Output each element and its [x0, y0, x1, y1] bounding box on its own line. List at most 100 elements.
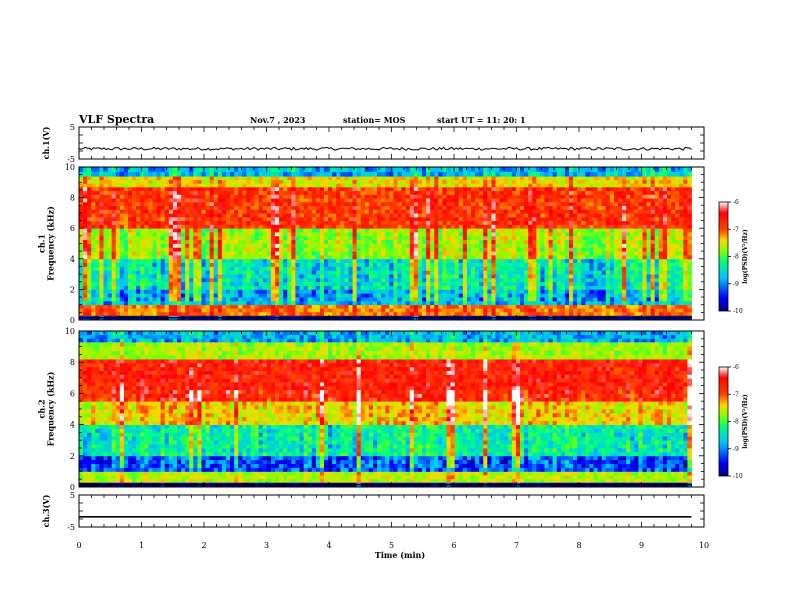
ch1-spectrogram-cell — [111, 285, 117, 290]
ch1-spectrogram-cell — [450, 300, 456, 306]
ch1-spectrogram-cell — [434, 243, 439, 248]
ch1-spectrogram-cell — [413, 293, 419, 298]
ch1-spectrogram-cell — [479, 254, 484, 260]
ch1-spectrogram-cell — [79, 281, 84, 286]
ch1-spectrogram-cell — [197, 167, 202, 172]
ch1-spectrogram-cell — [544, 224, 549, 229]
ch1-spectrogram-cell — [507, 205, 513, 210]
ch1-spectrogram-cell — [119, 277, 125, 283]
ch1-spectrogram-cell — [360, 179, 366, 184]
ch1-spectrogram-cell — [160, 194, 166, 199]
ch1-spectrogram-cell — [217, 289, 223, 294]
ch1-spectrogram-cell — [454, 251, 460, 256]
ch1-spectrogram-cell — [479, 247, 484, 252]
ch1-spectrogram-cell — [123, 243, 129, 248]
ch1-spectrogram-cell — [295, 213, 300, 218]
ch1-spectrogram-cell — [99, 308, 104, 313]
ch1-spectrogram-cell — [462, 281, 468, 286]
ch1-spectrogram-cell — [79, 293, 84, 298]
ch1-spectrogram-cell — [291, 209, 296, 214]
ch1-spectrogram-cell — [128, 179, 133, 184]
ch1-spectrogram-cell — [119, 281, 125, 286]
ch1-spectrogram-cell — [356, 213, 362, 218]
ch1-spectrogram-cell — [373, 258, 378, 264]
ch1-spectrogram-cell — [283, 213, 288, 218]
ch1-spectrogram-cell — [560, 235, 566, 241]
ch1-spectrogram-cell — [230, 254, 235, 260]
ch1-spectrogram-cell — [91, 277, 96, 283]
ch1-spectrogram-cell — [503, 179, 509, 184]
ch1-spectrogram-cell — [95, 277, 100, 283]
ch1-spectrogram-cell — [352, 285, 358, 290]
ch1-spectrogram-cell — [491, 251, 496, 256]
ch1-spectrogram-cell — [217, 262, 223, 267]
ch1-spectrogram-cell — [160, 270, 166, 275]
ch1-spectrogram-cell — [528, 266, 533, 271]
ch1-spectrogram-cell — [446, 201, 451, 207]
ch1-spectrogram-cell — [393, 281, 398, 286]
ch1-spectrogram-cell — [258, 209, 264, 214]
ch1-spectrogram-cell — [520, 194, 525, 199]
ch1-spectrogram-cell — [422, 297, 427, 302]
ch1-spectrogram-cell — [238, 251, 243, 256]
ch1-spectrogram-cell — [123, 247, 129, 252]
ch1-spectrogram-cell — [356, 239, 362, 244]
ch1-spectrogram-cell — [91, 232, 96, 237]
ch1-spectrogram-cell — [487, 266, 492, 271]
ch1-spectrogram-cell — [462, 220, 468, 225]
ch1-spectrogram-cell — [230, 297, 235, 302]
ch1-spectrogram-cell — [528, 247, 533, 252]
ch1-spectrogram-cell — [434, 228, 439, 233]
ch1-spectrogram-cell — [364, 205, 370, 210]
ch1-spectrogram-cell — [303, 239, 309, 244]
ch1-spectrogram-cell — [377, 285, 382, 290]
ch1-spectrogram-cell — [471, 179, 476, 184]
ch1-spectrogram-cell — [491, 304, 496, 309]
ch1-spectrogram-cell — [79, 270, 84, 275]
ch1-spectrogram-cell — [385, 167, 390, 172]
ch1-spectrogram-cell — [283, 194, 288, 199]
ch1-spectrogram-cell — [270, 224, 276, 229]
ch1-spectrogram-cell — [115, 176, 121, 181]
ch1-spectrogram-cell — [352, 274, 358, 279]
ch1-spectrogram-cell — [172, 235, 178, 241]
ch1-spectrogram-cell — [221, 311, 227, 316]
ch1-spectrogram-cell — [246, 270, 251, 275]
ch1-spectrogram-cell — [128, 224, 133, 229]
ch1-spectrogram-cell — [426, 220, 431, 225]
ch1-spectrogram-cell — [324, 274, 329, 279]
ch1-spectrogram-cell — [397, 270, 402, 275]
ch1-spectrogram-cell — [397, 228, 402, 233]
ch1-spectrogram-cell — [160, 266, 166, 271]
ch1-spectrogram-cell — [299, 251, 304, 256]
ch1-spectrogram-cell — [103, 308, 108, 313]
ch1-spectrogram-cell — [119, 254, 125, 260]
ch1-spectrogram-cell — [234, 258, 239, 264]
ch1-spectrogram-cell — [503, 224, 509, 229]
ch1-spectrogram-cell — [250, 201, 255, 207]
ch1-spectrogram-cell — [368, 167, 374, 172]
ch1-spectrogram-cell — [556, 297, 562, 302]
ch1-spectrogram-cell — [373, 176, 378, 181]
ch1-spectrogram-cell — [328, 266, 333, 271]
ch1-spectrogram-cell — [144, 220, 149, 225]
ch1-spectrogram-cell — [475, 266, 480, 271]
ch1-spectrogram-cell — [291, 167, 296, 172]
ch1-spectrogram-cell — [413, 289, 419, 294]
ch1-spectrogram-cell — [95, 262, 100, 267]
ch1-spectrogram-cell — [450, 277, 456, 283]
ch1-spectrogram-cell — [532, 224, 537, 229]
ch1-spectrogram-cell — [185, 281, 190, 286]
ch1-spectrogram-cell — [87, 251, 92, 256]
ch1-spectrogram-cell — [569, 289, 574, 294]
ch1-spectrogram-cell — [140, 270, 145, 275]
ch1-spectrogram-cell — [201, 300, 206, 306]
ch1-spectrogram-cell — [299, 183, 304, 188]
ch1-spectrogram-cell — [238, 258, 243, 264]
ch1-spectrogram-cell — [291, 198, 296, 203]
ch1-spectrogram-cell — [221, 304, 227, 309]
ch1-spectrogram-cell — [221, 183, 227, 188]
ch1-spectrogram-cell — [536, 293, 541, 298]
ch1-spectrogram-cell — [299, 228, 304, 233]
ch1-spectrogram-cell — [242, 270, 247, 275]
